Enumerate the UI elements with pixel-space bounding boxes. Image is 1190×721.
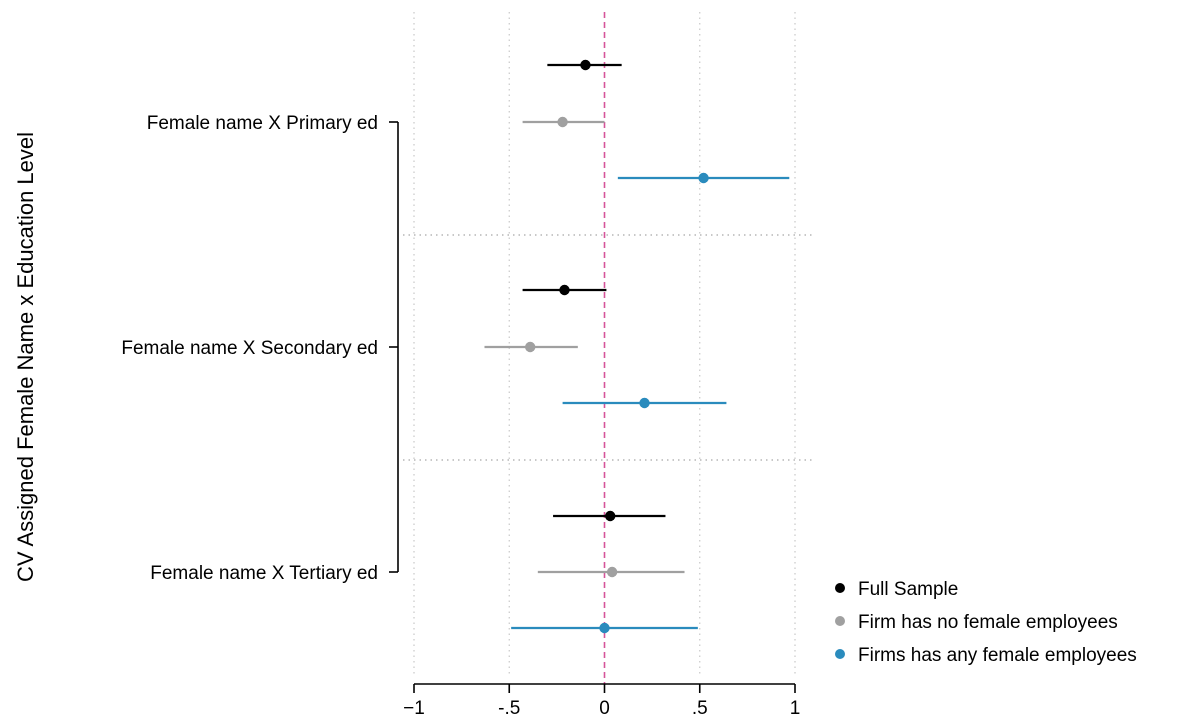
legend-marker: [835, 583, 845, 593]
x-tick-label: −1: [403, 698, 425, 719]
grid-layer: [403, 12, 815, 684]
category-labels: Female name X Primary ed Female name X Se…: [121, 113, 378, 584]
estimate-point: [557, 116, 568, 128]
estimate-point: [580, 59, 591, 71]
y-axis-title: CV Assigned Female Name x Education Leve…: [13, 132, 38, 582]
x-tick-label: .5: [692, 698, 708, 719]
legend-label: Firm has no female employees: [858, 612, 1118, 633]
estimate-point: [698, 172, 709, 184]
estimate-point: [605, 510, 616, 522]
legend-label: Full Sample: [858, 579, 958, 600]
category-label: Female name X Tertiary ed: [150, 563, 378, 584]
legend-label: Firms has any female employees: [858, 645, 1137, 666]
x-tick-label: -.5: [498, 698, 520, 719]
category-bracket: [389, 121, 399, 573]
legend: Full Sample Firm has no female employees F…: [835, 579, 1137, 666]
category-label: Female name X Secondary ed: [121, 338, 378, 359]
category-label: Female name X Primary ed: [147, 113, 378, 134]
x-axis: −1 -.5 0 .5 1: [403, 683, 801, 719]
legend-marker: [835, 649, 845, 659]
x-tick-label: 1: [790, 698, 801, 719]
series-layer: [484, 59, 790, 634]
estimate-point: [606, 566, 618, 578]
estimate-point: [559, 284, 570, 296]
x-tick-label: 0: [599, 698, 610, 719]
estimate-point: [599, 622, 610, 634]
legend-marker: [835, 616, 845, 626]
estimate-point: [525, 341, 536, 353]
estimate-point: [639, 397, 650, 409]
